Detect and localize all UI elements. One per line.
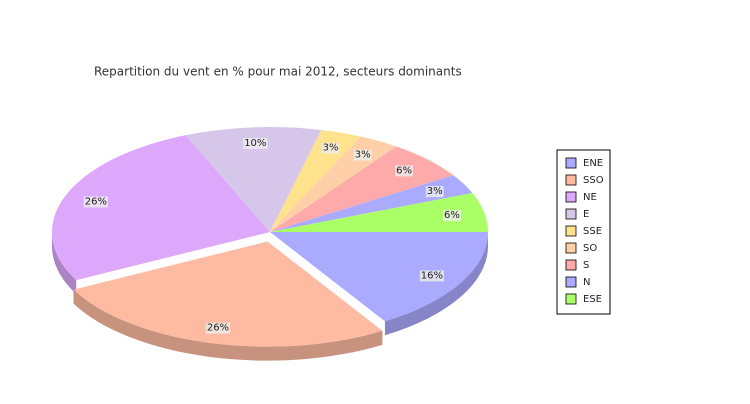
legend-label: E (583, 209, 589, 220)
legend-swatch (565, 259, 577, 271)
slice (185, 127, 322, 232)
data-label: 3% (355, 150, 371, 161)
legend-swatch (565, 242, 577, 254)
slice (51, 135, 270, 281)
data-label-bg (353, 149, 372, 161)
legend-label: SSO (583, 175, 604, 186)
data-label: 3% (427, 186, 443, 197)
legend-label: SO (583, 243, 597, 254)
slice (270, 232, 488, 322)
legend-label: ESE (583, 294, 602, 305)
data-label: 6% (396, 165, 412, 176)
slice-depth (52, 232, 77, 295)
data-label-bg (205, 322, 231, 334)
data-label: 6% (444, 210, 460, 221)
slice (270, 192, 488, 232)
data-label: 10% (244, 138, 266, 149)
legend-swatch (565, 208, 577, 220)
data-label: 3% (323, 143, 339, 154)
legend-swatch (565, 276, 577, 288)
legend-label: ENE (583, 158, 603, 169)
data-label-bg (425, 186, 444, 198)
data-label-bg (443, 210, 461, 222)
data-label-bg (243, 138, 268, 150)
legend-swatch (565, 174, 577, 186)
legend-label: S (583, 260, 589, 271)
legend-label: N (583, 277, 590, 288)
data-label-bg (395, 165, 414, 177)
data-label-bg (83, 196, 108, 208)
data-label-bg (419, 270, 445, 282)
legend-label: SSE (583, 226, 602, 237)
legend-swatch (565, 157, 577, 169)
slice (270, 175, 473, 232)
slice-depth (384, 232, 488, 336)
data-label: 16% (421, 270, 443, 281)
data-label: 26% (85, 196, 107, 207)
data-label: 26% (207, 323, 229, 334)
slice (73, 241, 383, 347)
slice-depth (73, 289, 383, 361)
chart-title: Repartition du vent en % pour mai 2012, … (94, 65, 462, 79)
data-label-bg (321, 142, 340, 154)
slice (270, 129, 361, 232)
legend-swatch (565, 191, 577, 203)
legend-label: NE (583, 192, 597, 203)
legend-swatch (565, 293, 577, 305)
legend-swatch (565, 225, 577, 237)
pie: 16% 26% 26% 10% 3% 3% 6% 3% 6% (51, 127, 488, 361)
